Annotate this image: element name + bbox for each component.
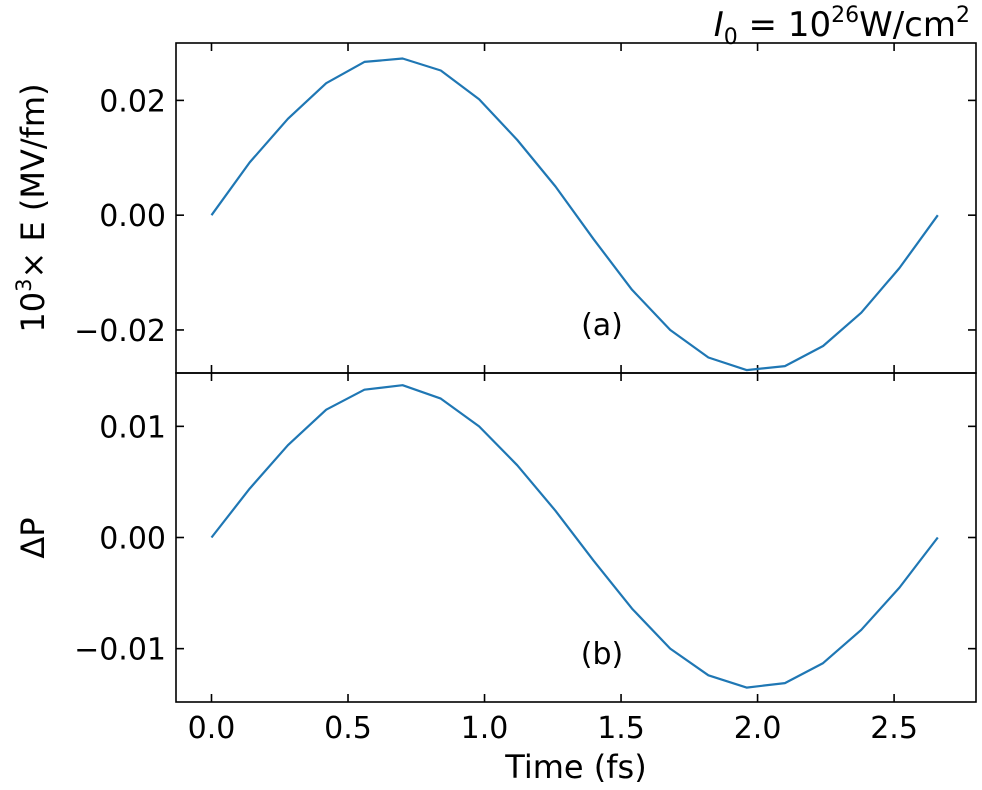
title-unit: W/cm <box>859 5 956 45</box>
x-tick-label: 1.5 <box>597 711 645 746</box>
panel-a-ytick-label: 0.00 <box>99 199 166 234</box>
panel-a-ticks: −0.02 0.00 0.02 <box>74 43 976 373</box>
ylabel-exponent: 3 <box>12 278 36 291</box>
panel-b-ytick-label: −0.01 <box>74 633 166 668</box>
panel-b-frame <box>175 372 977 703</box>
x-tick-label: 0.0 <box>188 711 236 746</box>
panel-b-ytick-label: 0.01 <box>99 410 166 445</box>
panel-b-ylabel: ΔP <box>14 517 52 558</box>
ylabel-prefix: 10 <box>14 292 52 333</box>
x-tick-label: 0.5 <box>324 711 372 746</box>
panel-a-plot-area <box>210 57 939 372</box>
title-symbol: I <box>714 5 724 45</box>
title-unit-exponent: 2 <box>956 3 970 28</box>
panel-a-ylabel: 103× E (MV/fm) <box>12 83 52 332</box>
panel-b-plot-area <box>210 384 939 689</box>
panel-b-ticks: −0.01 0.00 0.01 0.0 0.5 1.0 1.5 2.0 2.5 <box>74 373 976 746</box>
panel-a: −0.02 0.00 0.02 (a) 103× E (MV/fm) <box>12 42 977 374</box>
panel-a-ytick-label: −0.02 <box>74 314 166 349</box>
panel-a-ytick-label: 0.02 <box>99 84 166 119</box>
panel-b-ytick-label: 0.00 <box>99 522 166 557</box>
title-equals: = 10 <box>738 5 831 45</box>
title-subscript: 0 <box>724 25 738 50</box>
x-tick-label: 2.0 <box>734 711 782 746</box>
panel-b-label: (b) <box>581 637 623 672</box>
figure-title: I0 = 1026W/cm2 <box>714 3 970 50</box>
title-exponent: 26 <box>831 3 859 28</box>
x-tick-label: 2.5 <box>870 711 918 746</box>
x-tick-label: 1.0 <box>461 711 509 746</box>
ylabel-rest: × E (MV/fm) <box>14 83 52 278</box>
panel-b: −0.01 0.00 0.01 0.0 0.5 1.0 1.5 2.0 2.5 (b) ΔP T… <box>14 372 977 786</box>
panel-a-label: (a) <box>581 308 623 343</box>
panel-a-frame <box>175 42 977 374</box>
panel-b-series-line <box>210 384 939 689</box>
x-axis-title: Time (fs) <box>504 748 646 786</box>
panel-a-series-line <box>210 57 939 372</box>
